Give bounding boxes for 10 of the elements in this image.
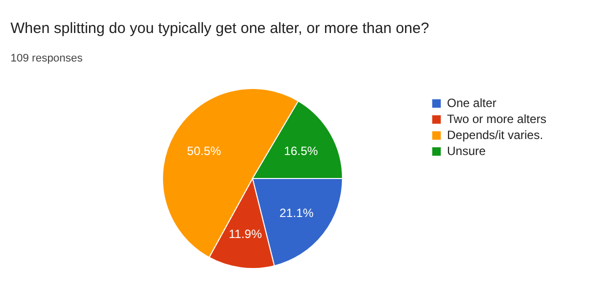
data-label: 21.1% xyxy=(279,206,314,220)
text: 109 responses xyxy=(10,52,84,64)
legend-label: Two or more alters xyxy=(447,112,546,126)
legend-label: Unsure xyxy=(447,144,486,158)
legend-label: Depends/it varies. xyxy=(447,128,544,142)
legend-label: One alter xyxy=(447,96,496,110)
data-label: 16.5% xyxy=(284,144,318,158)
data-label: 50.5% xyxy=(187,144,222,158)
chart-title: When splitting do you typically get one alter, or more than one? xyxy=(10,20,430,37)
data-label: 11.9% xyxy=(228,226,262,241)
